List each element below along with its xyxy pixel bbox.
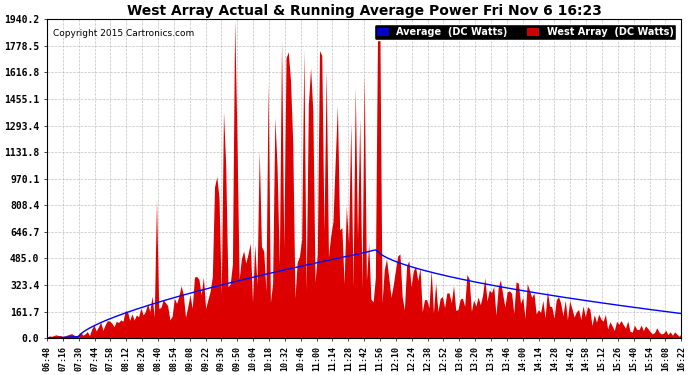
Title: West Array Actual & Running Average Power Fri Nov 6 16:23: West Array Actual & Running Average Powe…: [127, 4, 602, 18]
Legend: Average  (DC Watts), West Array  (DC Watts): Average (DC Watts), West Array (DC Watts…: [374, 24, 676, 40]
Text: Copyright 2015 Cartronics.com: Copyright 2015 Cartronics.com: [53, 29, 195, 38]
